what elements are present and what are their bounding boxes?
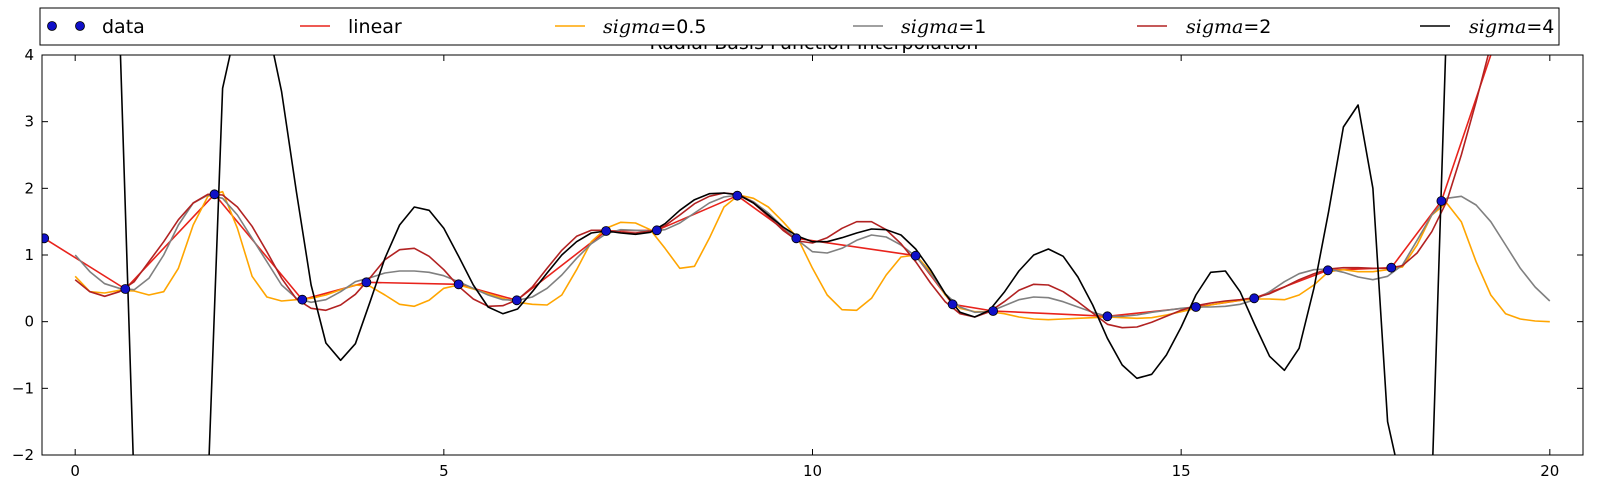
legend-marker-data xyxy=(47,21,57,31)
data-point xyxy=(791,233,802,244)
x-tick-label: 15 xyxy=(1172,462,1191,480)
data-point xyxy=(947,299,958,310)
data-point xyxy=(209,189,220,200)
y-tick-label: −2 xyxy=(12,446,34,464)
data-point xyxy=(1191,302,1201,312)
data-point xyxy=(1436,196,1447,206)
data-point xyxy=(1323,265,1333,276)
y-tick-label: −1 xyxy=(12,379,34,397)
data-point xyxy=(1249,293,1260,304)
data-point xyxy=(1102,311,1113,322)
data-point xyxy=(910,250,921,261)
data-point xyxy=(453,279,464,290)
y-tick-label: 2 xyxy=(24,179,34,197)
series-line-s05 xyxy=(74,190,1550,323)
data-point xyxy=(1386,262,1397,273)
legend: data linear sigma=0.5 sigma=1 sigma=2 sigma=4 xyxy=(39,7,1560,46)
series-line-s1 xyxy=(74,194,1551,318)
legend-label-s4: sigma=4 xyxy=(1469,16,1554,38)
y-tick-label: 4 xyxy=(24,46,34,64)
data-point xyxy=(601,226,611,236)
plot-area: 0 5 10 15 20 −2 −1 0 1 2 3 4 xyxy=(12,46,1584,480)
legend-marker-data xyxy=(75,21,85,31)
legend-label-s2: sigma=2 xyxy=(1186,16,1271,38)
data-point xyxy=(988,306,998,316)
series-line-s4 xyxy=(119,55,1447,455)
x-tick-label: 10 xyxy=(803,462,822,480)
x-tick-label: 0 xyxy=(70,462,80,480)
data-point xyxy=(42,233,50,244)
data-points-layer xyxy=(42,189,1447,322)
legend-box xyxy=(39,7,1560,46)
x-tick-label: 20 xyxy=(1540,462,1559,480)
series-line-linear xyxy=(43,55,1492,318)
data-point xyxy=(511,295,522,306)
data-point xyxy=(361,277,372,288)
x-tick-label: 5 xyxy=(439,462,449,480)
axis-ticks: 0 5 10 15 20 −2 −1 0 1 2 3 4 xyxy=(12,46,1583,480)
y-tick-label: 3 xyxy=(24,113,34,131)
data-point xyxy=(297,294,308,305)
data-point xyxy=(120,284,131,294)
y-tick-label: 1 xyxy=(24,246,34,264)
data-point xyxy=(732,190,743,201)
series-layer xyxy=(43,55,1551,455)
y-tick-label: 0 xyxy=(24,313,34,331)
series-line-s2 xyxy=(74,55,1490,329)
legend-label-data: data xyxy=(102,16,145,38)
legend-label-s1: sigma=1 xyxy=(901,16,986,38)
legend-label-linear: linear xyxy=(348,16,402,38)
data-point xyxy=(652,225,662,236)
legend-label-s05: sigma=0.5 xyxy=(603,16,706,38)
